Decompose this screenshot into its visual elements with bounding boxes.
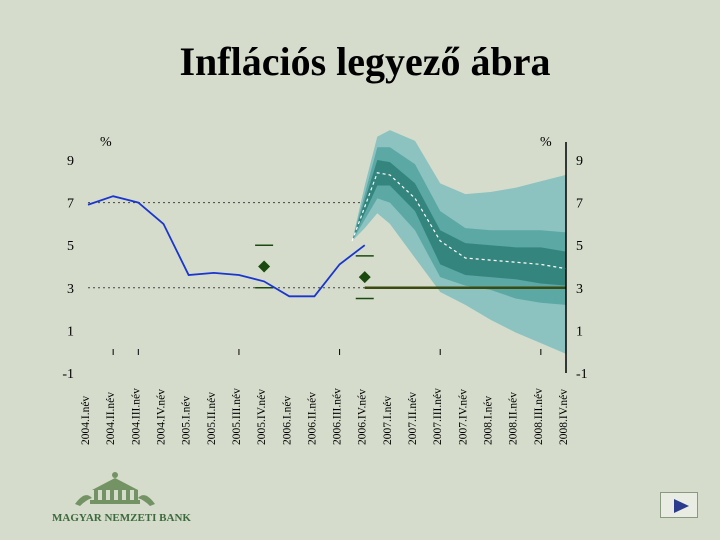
- target-marker: [358, 271, 371, 284]
- y-tick-label-left: 1: [67, 324, 74, 339]
- y-unit-right: %: [540, 135, 552, 150]
- bank-name: MAGYAR NEMZETI BANK: [52, 512, 191, 524]
- x-tick-label: 2008.IV.név: [558, 389, 570, 445]
- next-slide-button[interactable]: [660, 492, 698, 518]
- x-tick-label: 2007.IV.név: [457, 389, 469, 445]
- x-tick-label: 2006.II.név: [306, 392, 318, 445]
- fan-band-inner: [352, 160, 566, 286]
- series-layer: [87, 195, 566, 300]
- y-tick-label-left: 3: [67, 282, 74, 297]
- x-tick-label: 2004.IV.név: [155, 389, 167, 445]
- x-tick-label: 2007.II.név: [407, 392, 419, 445]
- target-marker: [258, 260, 271, 273]
- x-tick-label: 2005.IV.név: [256, 389, 268, 445]
- x-tick-label: 2004.III.név: [130, 388, 142, 445]
- x-tick-label: 2008.I.név: [483, 396, 495, 445]
- y-tick-label-left: 7: [67, 197, 74, 212]
- x-tick-label: 2004.II.név: [105, 392, 117, 445]
- fan-bands: [351, 130, 567, 354]
- x-tick-label: 2008.III.név: [533, 388, 545, 445]
- axes: [112, 142, 567, 373]
- y-tick-label-left: 5: [67, 239, 74, 254]
- y-tick-label-right: -1: [576, 367, 588, 382]
- y-tick-label-right: 3: [576, 282, 583, 297]
- x-tick-label: 2008.II.név: [508, 392, 520, 445]
- x-tick-label: 2006.III.név: [332, 388, 344, 445]
- series-line-actual: [87, 195, 366, 298]
- x-tick-label: 2006.IV.név: [357, 389, 369, 445]
- y-tick-label-left: 9: [67, 154, 74, 169]
- y-tick-label-right: 9: [576, 154, 583, 169]
- x-tick-label: 2005.III.név: [231, 388, 243, 445]
- y-tick-label-left: -1: [62, 367, 74, 382]
- y-tick-label-right: 1: [576, 324, 583, 339]
- y-unit-left: %: [100, 135, 112, 150]
- bank-logo-icon: [75, 472, 155, 506]
- x-tick-label: 2007.I.név: [382, 396, 394, 445]
- axis-labels: -1 -1 1 1 3 3 5 5 7 7 9 9% % 2004.I.név 2004.II.név 200…: [62, 135, 587, 445]
- y-tick-label-right: 5: [576, 239, 583, 254]
- y-tick-label-right: 7: [576, 197, 583, 212]
- x-tick-label: 2004.I.név: [80, 396, 92, 445]
- x-tick-label: 2007.III.név: [432, 388, 444, 445]
- x-tick-label: 2006.I.név: [281, 396, 293, 445]
- fan-central-line: [351, 172, 567, 270]
- play-triangle-icon: [674, 499, 689, 513]
- slide-title: Inflációs legyező ábra: [179, 39, 551, 84]
- x-tick-label: 2005.I.név: [181, 396, 193, 445]
- x-tick-label: 2005.II.név: [206, 392, 218, 445]
